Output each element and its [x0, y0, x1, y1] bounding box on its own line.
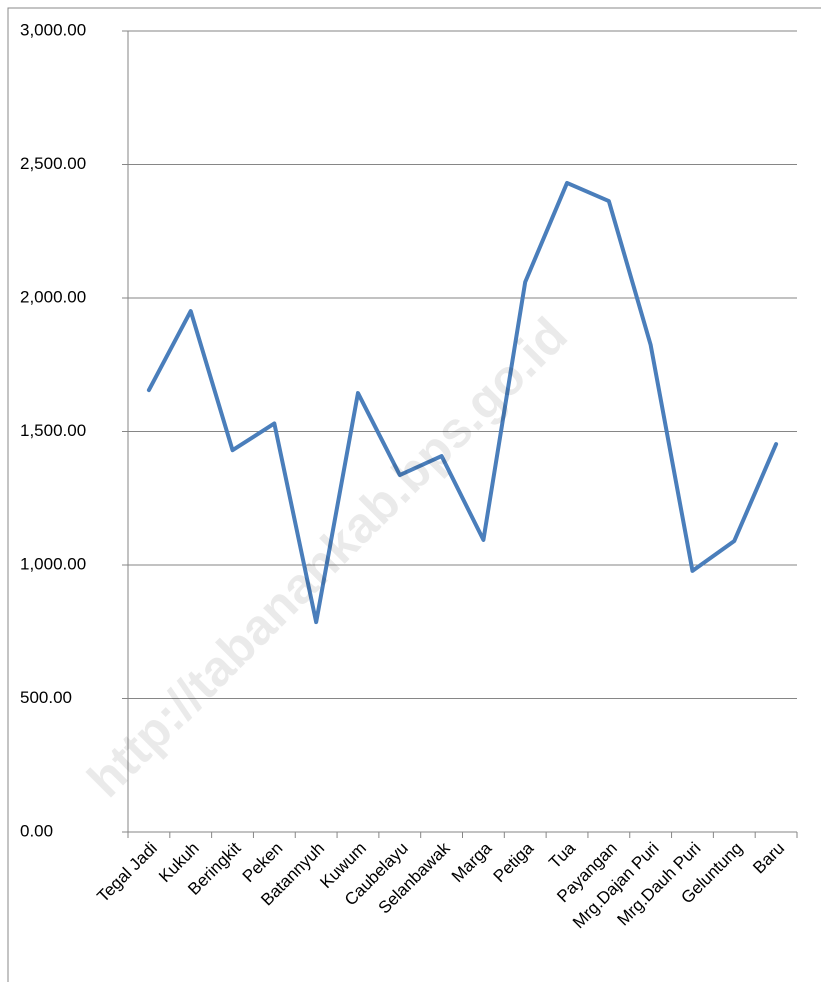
chart-frame: [7, 7, 821, 982]
y-tick-label: 500.00: [20, 688, 72, 707]
y-tick-label: 0.00: [20, 821, 53, 840]
y-tick-label: 3,000.00: [20, 20, 86, 39]
y-tick-label: 1,000.00: [20, 554, 86, 573]
data-line: [146, 180, 779, 625]
y-tick-label: 1,500.00: [20, 421, 86, 440]
y-tick-label: 2,000.00: [20, 287, 86, 306]
y-tick-label: 2,500.00: [20, 154, 86, 173]
